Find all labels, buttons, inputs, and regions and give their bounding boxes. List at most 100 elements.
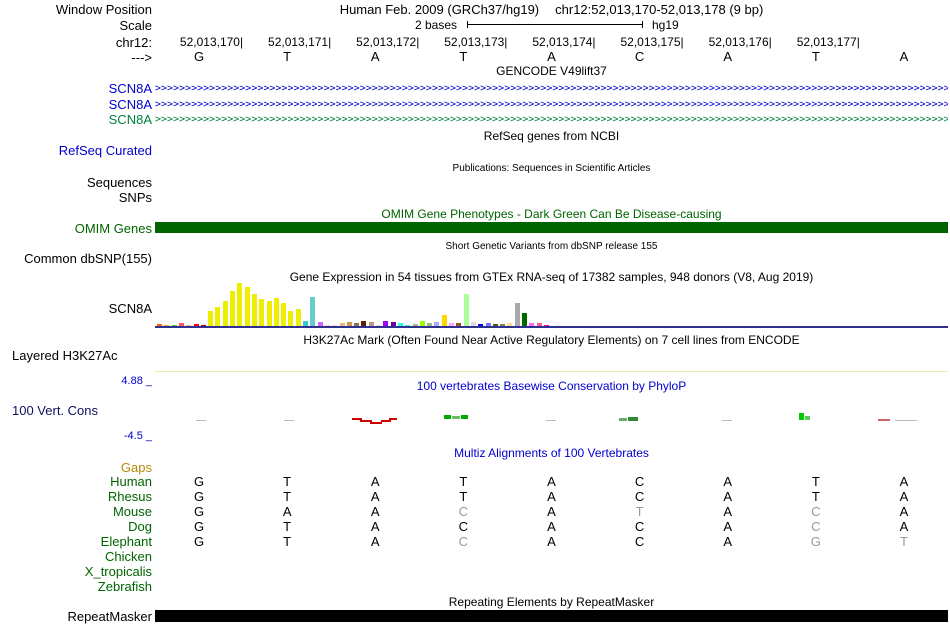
gtex-track-title: Gene Expression in 54 tissues from GTEx … — [289, 270, 814, 284]
gtex-bar[interactable] — [536, 323, 542, 327]
alignment-base: C — [634, 534, 645, 549]
alignment-base: T — [283, 489, 292, 504]
gtex-bar[interactable] — [383, 321, 389, 327]
species-label-human[interactable]: Human — [110, 474, 152, 489]
alignment-base: A — [370, 474, 380, 489]
gtex-bar[interactable] — [346, 322, 352, 327]
gtex-gene-label[interactable]: SCN8A — [108, 301, 152, 316]
ruler-tick: 52,013,173| — [444, 35, 508, 49]
species-label-elephant[interactable]: Elephant — [100, 534, 152, 549]
alignment-base: A — [723, 519, 733, 534]
h3k27ac-signal-line — [155, 371, 948, 372]
omim-genes-label[interactable]: OMIM Genes — [74, 221, 152, 236]
repeatmasker-bar[interactable] — [155, 610, 948, 622]
gtex-bar[interactable] — [295, 309, 301, 327]
gtex-bar[interactable] — [478, 324, 484, 327]
gtex-bar[interactable] — [368, 322, 374, 327]
omim-gene-bar[interactable] — [155, 222, 948, 233]
repeatmasker-label[interactable]: RepeatMasker — [67, 609, 152, 624]
gtex-bar[interactable] — [222, 301, 228, 327]
gene-label[interactable]: SCN8A — [108, 112, 152, 127]
gtex-bar[interactable] — [419, 321, 425, 327]
conservation-mark — [284, 420, 294, 421]
gtex-bar[interactable] — [310, 297, 316, 327]
dbsnp-label[interactable]: Common dbSNP(155) — [24, 251, 152, 266]
gtex-bar[interactable] — [354, 323, 360, 327]
alignment-base: T — [283, 519, 292, 534]
species-label-chicken[interactable]: Chicken — [105, 549, 152, 564]
gtex-bar[interactable] — [230, 291, 235, 327]
h3k27ac-track-title: H3K27Ac Mark (Often Found Near Active Re… — [303, 333, 800, 347]
gtex-bar[interactable] — [441, 315, 447, 327]
species-label-x_tropicalis[interactable]: X_tropicalis — [84, 564, 152, 579]
gtex-bar[interactable] — [522, 313, 527, 327]
transcript-strand-arrows[interactable]: >>>>>>>>>>>>>>>>>>>>>>>>>>>>>>>>>>>>>>>>… — [155, 83, 948, 94]
gtex-bar[interactable] — [507, 323, 513, 327]
gtex-bar[interactable] — [157, 324, 162, 327]
alignment-base: G — [193, 534, 205, 549]
gtex-bar[interactable] — [456, 323, 462, 327]
gene-label[interactable]: SCN8A — [108, 96, 152, 112]
gtex-bar[interactable] — [412, 324, 418, 327]
gtex-bar[interactable] — [259, 299, 265, 327]
species-label-rhesus[interactable]: Rhesus — [107, 489, 152, 504]
gtex-bar[interactable] — [449, 323, 454, 327]
refseq-curated-label[interactable]: RefSeq Curated — [58, 143, 152, 158]
gtex-bar[interactable] — [463, 294, 469, 327]
gtex-bar[interactable] — [244, 287, 250, 327]
gtex-bar[interactable] — [434, 322, 440, 327]
gtex-bar[interactable] — [215, 307, 221, 327]
gtex-bar[interactable] — [281, 303, 287, 327]
reference-base: C — [634, 49, 645, 64]
gtex-bar[interactable] — [266, 301, 272, 327]
gtex-bar[interactable] — [288, 311, 294, 327]
alignment-base: G — [810, 534, 821, 549]
alignment-base: A — [899, 489, 909, 504]
gtex-bar[interactable] — [500, 324, 506, 327]
gtex-bar[interactable] — [303, 321, 308, 327]
h3k27ac-label[interactable]: Layered H3K27Ac — [12, 348, 118, 363]
transcript-strand-arrows[interactable]: >>>>>>>>>>>>>>>>>>>>>>>>>>>>>>>>>>>>>>>>… — [155, 98, 948, 110]
gtex-baseline — [155, 326, 948, 328]
gtex-bar[interactable] — [427, 323, 433, 327]
alignment-base: A — [899, 519, 909, 534]
species-label-zebrafish[interactable]: Zebrafish — [97, 579, 152, 594]
reference-base: T — [811, 49, 820, 64]
publications-snps-label[interactable]: SNPs — [118, 190, 152, 205]
gtex-bar[interactable] — [470, 322, 476, 327]
phylop-max-score: 4.88 _ — [121, 375, 152, 387]
gtex-bar[interactable] — [339, 323, 345, 327]
alignment-base: C — [634, 474, 645, 489]
gtex-bar[interactable] — [361, 321, 367, 327]
phylop-label[interactable]: 100 Vert. Cons — [12, 403, 98, 418]
ruler-tick: 52,013,177| — [796, 35, 860, 49]
gtex-bar[interactable] — [485, 323, 491, 327]
reference-base: T — [283, 49, 292, 64]
species-label-mouse[interactable]: Mouse — [112, 504, 152, 519]
gtex-bar[interactable] — [273, 298, 279, 327]
gtex-bar[interactable] — [390, 322, 396, 327]
species-label-dog[interactable]: Dog — [128, 519, 152, 534]
gtex-bar[interactable] — [193, 324, 199, 327]
alignment-base: G — [193, 489, 205, 504]
gtex-bar[interactable] — [397, 323, 403, 327]
gtex-bar[interactable] — [178, 323, 184, 327]
gtex-bar[interactable] — [317, 322, 323, 327]
gtex-bar[interactable] — [251, 294, 257, 327]
gtex-bar[interactable] — [492, 324, 498, 327]
gaps-label[interactable]: Gaps — [120, 460, 152, 475]
gtex-bar[interactable] — [208, 311, 214, 327]
gtex-bar[interactable] — [237, 283, 243, 327]
gene-label[interactable]: SCN8A — [108, 81, 152, 96]
scale-label: Scale — [119, 18, 152, 33]
gtex-bar[interactable] — [514, 303, 520, 327]
alignment-base: T — [811, 474, 820, 489]
alignment-base: G — [193, 504, 205, 519]
gtex-bar[interactable] — [529, 323, 535, 327]
publications-sequences-label[interactable]: Sequences — [86, 175, 152, 190]
transcript-strand-arrows[interactable]: >>>>>>>>>>>>>>>>>>>>>>>>>>>>>>>>>>>>>>>>… — [155, 114, 948, 125]
alignment-base: A — [370, 534, 380, 549]
conservation-mark — [452, 416, 460, 419]
assembly-text: Human Feb. 2009 (GRCh37/hg19) — [339, 2, 540, 17]
scale-bar — [467, 21, 643, 28]
